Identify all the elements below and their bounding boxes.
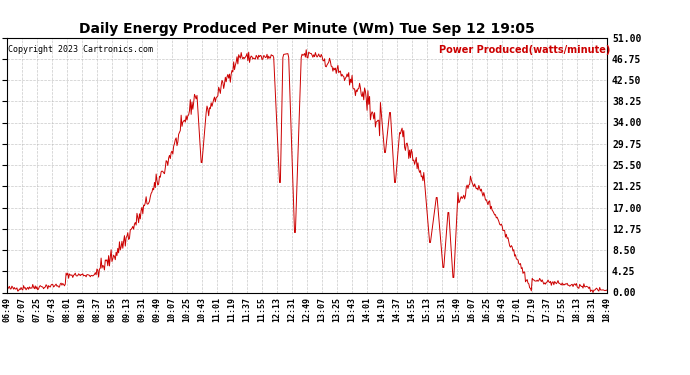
Title: Daily Energy Produced Per Minute (Wm) Tue Sep 12 19:05: Daily Energy Produced Per Minute (Wm) Tu… [79, 22, 535, 36]
Text: Power Produced(watts/minute): Power Produced(watts/minute) [439, 45, 611, 55]
Text: Copyright 2023 Cartronics.com: Copyright 2023 Cartronics.com [8, 45, 153, 54]
